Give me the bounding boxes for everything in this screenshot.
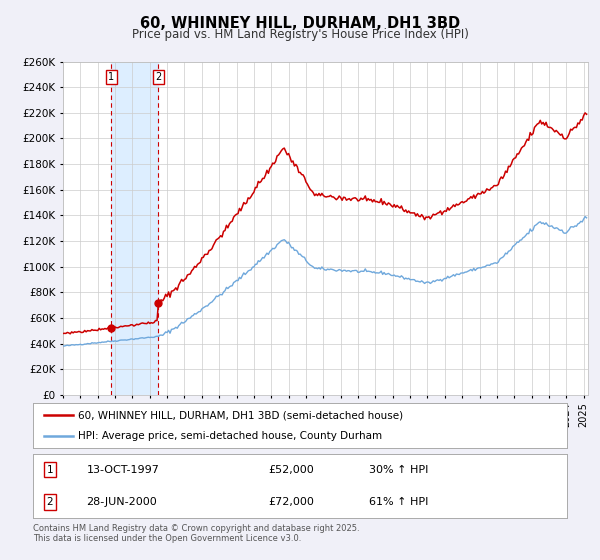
Text: 13-OCT-1997: 13-OCT-1997 [86,465,159,475]
Text: 2: 2 [46,497,53,507]
Text: 60, WHINNEY HILL, DURHAM, DH1 3BD: 60, WHINNEY HILL, DURHAM, DH1 3BD [140,16,460,31]
Text: HPI: Average price, semi-detached house, County Durham: HPI: Average price, semi-detached house,… [79,431,383,441]
Text: 30% ↑ HPI: 30% ↑ HPI [370,465,429,475]
Text: 2: 2 [155,72,161,82]
Text: 1: 1 [109,72,115,82]
Text: 1: 1 [46,465,53,475]
Text: £52,000: £52,000 [268,465,314,475]
Bar [112,62,158,395]
Text: Price paid vs. HM Land Registry's House Price Index (HPI): Price paid vs. HM Land Registry's House … [131,28,469,41]
Text: 28-JUN-2000: 28-JUN-2000 [86,497,157,507]
Text: £72,000: £72,000 [268,497,314,507]
Text: Contains HM Land Registry data © Crown copyright and database right 2025.
This d: Contains HM Land Registry data © Crown c… [33,524,359,543]
Text: 60, WHINNEY HILL, DURHAM, DH1 3BD (semi-detached house): 60, WHINNEY HILL, DURHAM, DH1 3BD (semi-… [79,410,404,421]
Text: 61% ↑ HPI: 61% ↑ HPI [370,497,429,507]
